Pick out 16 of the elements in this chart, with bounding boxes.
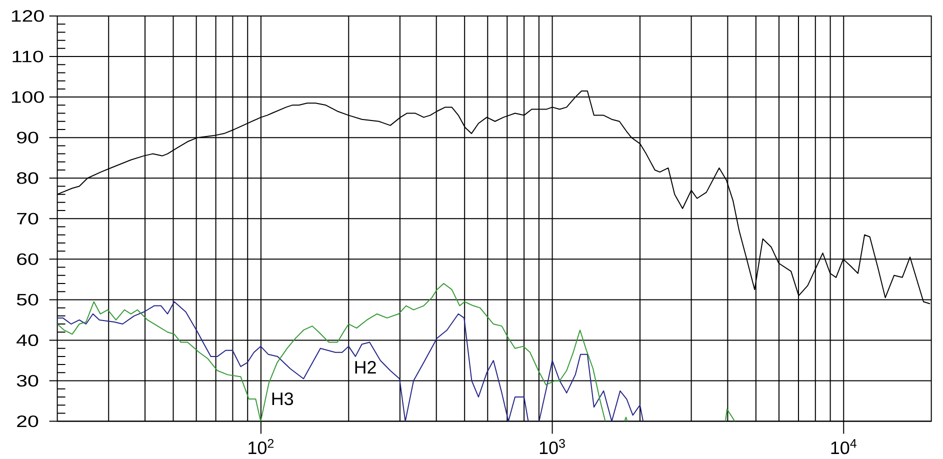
x-tick-label: 10$^{3}$ (540, 438, 565, 454)
y-tick-label: 60 (17, 253, 38, 265)
y-tick-label: 110 (12, 50, 44, 62)
series-label: H3 (272, 392, 294, 406)
y-tick-label: 70 (17, 212, 38, 224)
y-tick-label: 40 (16, 334, 38, 346)
y-tick-label: 120 (12, 10, 44, 22)
x-tick-label: 10$^{2}$ (248, 438, 274, 454)
series-label: H2 (355, 360, 376, 374)
y-tick-label: 100 (12, 91, 44, 103)
y-tick-label: 20 (17, 415, 38, 428)
y-tick-label: 90 (17, 132, 38, 144)
y-tick-label: 30 (16, 374, 38, 387)
y-tick-label: 50 (16, 294, 38, 306)
y-tick-label: 80 (16, 172, 38, 184)
x-tick-label: 10$^{4}$ (831, 439, 856, 454)
